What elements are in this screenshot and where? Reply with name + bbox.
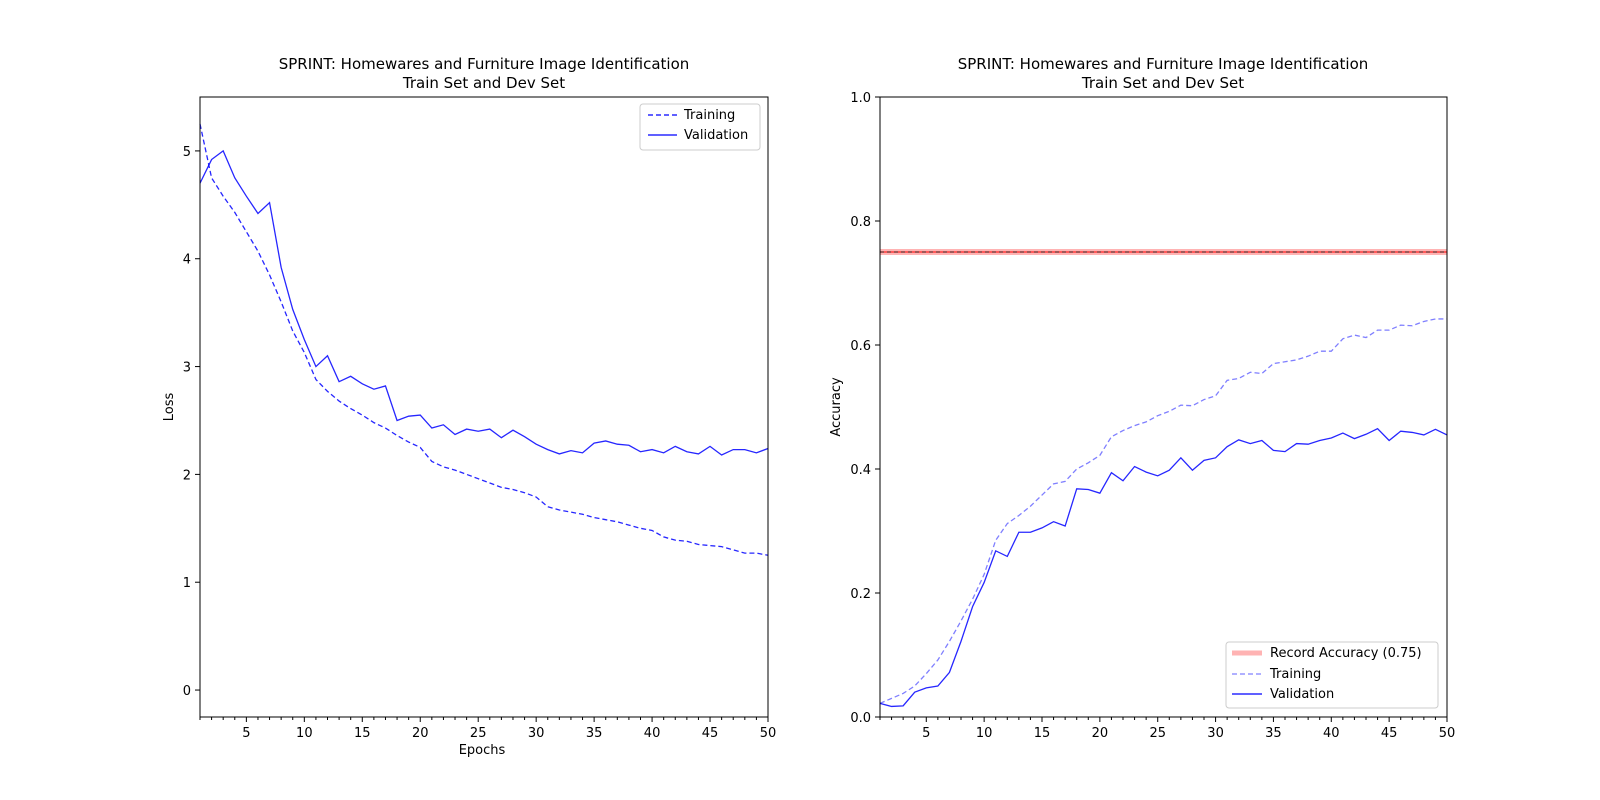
- loss-x-tick-label: 15: [354, 726, 371, 741]
- loss-x-tick-label: 50: [760, 726, 777, 741]
- accuracy-x-tick-label: 40: [1323, 726, 1340, 741]
- loss-chart: SPRINT: Homewares and Furniture Image Id…: [162, 55, 776, 758]
- accuracy-legend-record-label: Record Accuracy (0.75): [1270, 646, 1422, 661]
- accuracy-y-tick-label: 0.8: [850, 215, 871, 230]
- accuracy-x-tick-label: 15: [1034, 726, 1051, 741]
- loss-chart-title: SPRINT: Homewares and Furniture Image Id…: [279, 55, 690, 73]
- loss-y-tick-label: 1: [183, 576, 191, 591]
- accuracy-x-tick-label: 30: [1207, 726, 1224, 741]
- loss-y-tick-label: 3: [183, 361, 191, 376]
- accuracy-y-tick-label: 0.2: [850, 587, 871, 602]
- loss-legend-validation-label: Validation: [684, 128, 748, 143]
- accuracy-chart-title: SPRINT: Homewares and Furniture Image Id…: [958, 55, 1369, 73]
- loss-x-tick-label: 30: [528, 726, 545, 741]
- loss-y-tick-label: 2: [183, 468, 191, 483]
- loss-y-tick-label: 4: [183, 253, 191, 268]
- accuracy-x-tick-label: 45: [1381, 726, 1398, 741]
- loss-x-tick-label: 45: [702, 726, 719, 741]
- accuracy-y-tick-label: 0.0: [850, 711, 871, 726]
- loss-training-line: [199, 123, 769, 556]
- loss-axes-frame: [199, 96, 769, 718]
- loss-validation-line: [199, 149, 769, 456]
- loss-legend: Training Validation: [639, 103, 761, 151]
- accuracy-x-tick-label: 20: [1092, 726, 1109, 741]
- loss-x-tick-label: 10: [296, 726, 313, 741]
- loss-x-tick-label: 40: [644, 726, 661, 741]
- loss-chart-subtitle: Train Set and Dev Set: [402, 74, 565, 92]
- loss-x-tick-label: 5: [242, 726, 250, 741]
- accuracy-y-tick-label: 0.6: [850, 339, 871, 354]
- loss-y-axis-label: Loss: [162, 393, 177, 422]
- accuracy-chart-subtitle: Train Set and Dev Set: [1081, 74, 1244, 92]
- loss-x-tick-label: 25: [470, 726, 487, 741]
- accuracy-legend: Record Accuracy (0.75) Training Validati…: [1225, 641, 1439, 709]
- accuracy-x-tick-label: 50: [1439, 726, 1456, 741]
- accuracy-x-tick-label: 35: [1265, 726, 1282, 741]
- accuracy-y-tick-label: 1.0: [850, 91, 871, 106]
- accuracy-x-tick-label: 10: [976, 726, 993, 741]
- accuracy-training-line: [879, 318, 1447, 704]
- accuracy-chart: SPRINT: Homewares and Furniture Image Id…: [829, 55, 1455, 741]
- accuracy-axes-frame: [879, 96, 1448, 718]
- accuracy-y-tick-label: 0.4: [850, 463, 871, 478]
- loss-y-tick-label: 0: [183, 684, 191, 699]
- accuracy-x-tick-label: 25: [1149, 726, 1166, 741]
- loss-legend-frame: [639, 103, 761, 151]
- accuracy-legend-training-label: Training: [1269, 667, 1321, 682]
- accuracy-y-axis-label: Accuracy: [829, 377, 844, 437]
- loss-x-tick-label: 20: [412, 726, 429, 741]
- accuracy-x-tick-label: 5: [922, 726, 930, 741]
- loss-x-tick-label: 35: [586, 726, 603, 741]
- loss-y-tick-label: 5: [183, 145, 191, 160]
- accuracy-legend-validation-label: Validation: [1270, 687, 1334, 702]
- loss-legend-training-label: Training: [683, 108, 735, 123]
- accuracy-legend-frame: [1225, 641, 1439, 709]
- accuracy-validation-line: [879, 427, 1448, 708]
- loss-x-axis-label: Epochs: [459, 743, 506, 758]
- accuracy-plot-area: 5 10 15 20 25 30 35 40 45 50 0.0 0.2 0.4 0.6 0.8 1.0: [850, 91, 1455, 741]
